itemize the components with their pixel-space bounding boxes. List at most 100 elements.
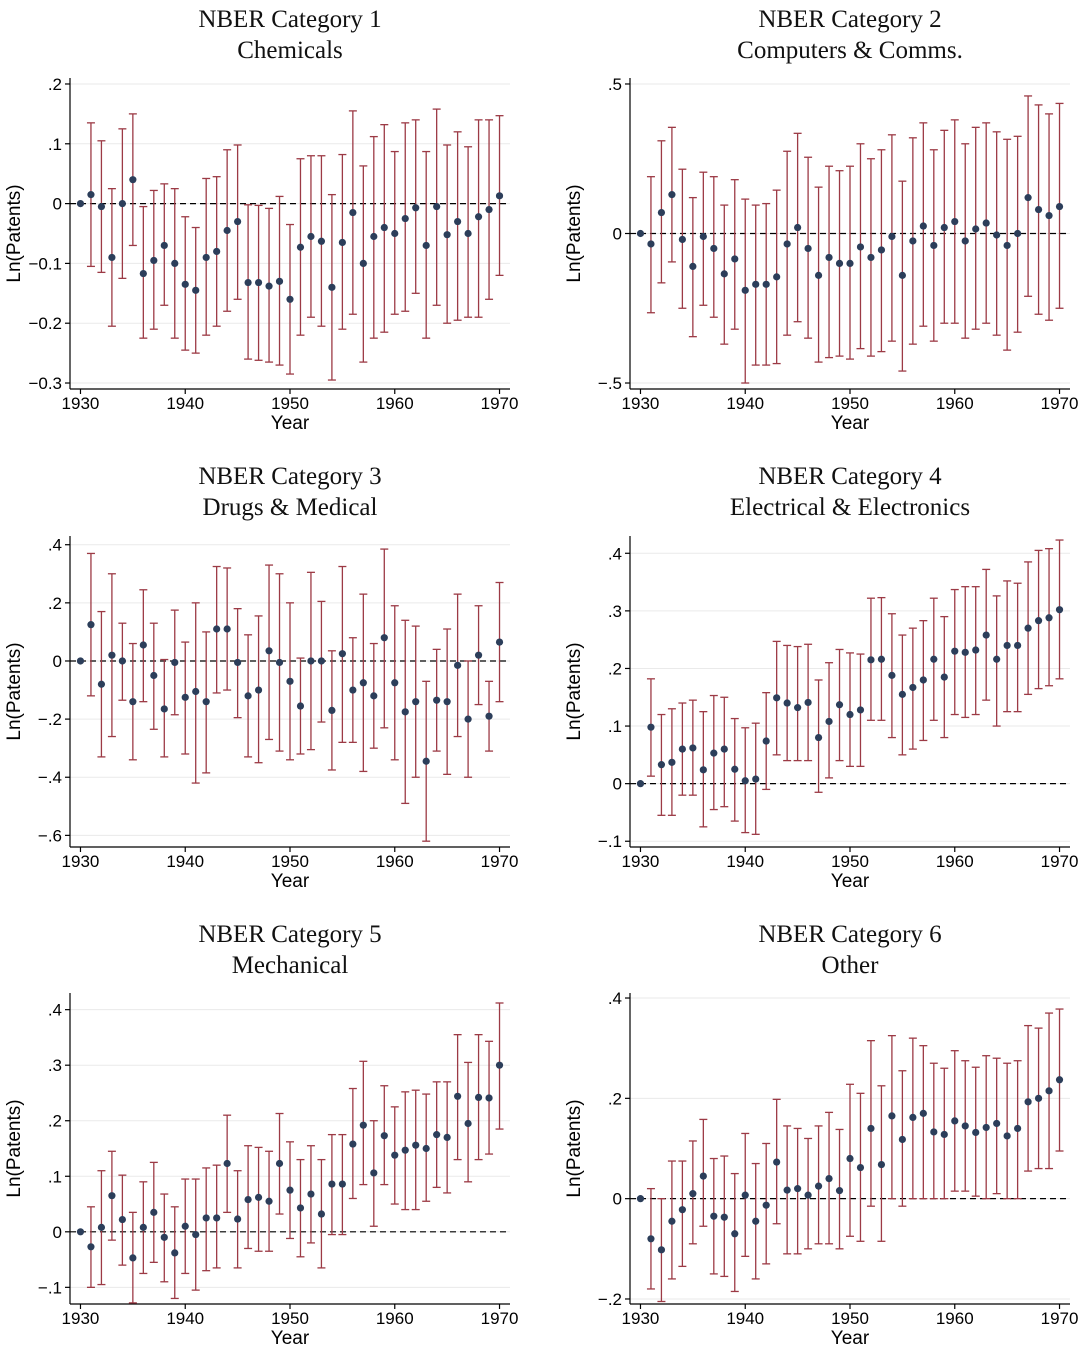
data-point bbox=[495, 192, 504, 200]
data-point bbox=[359, 1121, 367, 1129]
y-axis-title: Ln(Patents) bbox=[4, 184, 25, 282]
data-point bbox=[1045, 1087, 1053, 1095]
data-point bbox=[689, 1190, 697, 1198]
data-point bbox=[930, 655, 938, 663]
data-point bbox=[856, 1163, 865, 1172]
confidence-interval bbox=[1003, 1062, 1012, 1200]
data-point bbox=[412, 204, 420, 212]
data-point bbox=[454, 217, 462, 226]
data-point bbox=[202, 253, 210, 262]
data-point bbox=[846, 710, 854, 719]
data-point bbox=[370, 232, 378, 241]
chart-title: NBER Category 1 bbox=[198, 6, 381, 33]
confidence-interval bbox=[453, 131, 462, 321]
data-point bbox=[328, 1180, 336, 1188]
confidence-interval bbox=[730, 179, 739, 330]
y-tick-label: .3 bbox=[48, 1056, 62, 1075]
data-point bbox=[317, 657, 326, 665]
y-tick-label: −0.3 bbox=[28, 374, 62, 393]
data-point bbox=[108, 651, 116, 659]
y-tick-label: .5 bbox=[608, 75, 622, 94]
data-point bbox=[160, 241, 168, 250]
confidence-interval bbox=[678, 1160, 687, 1268]
data-point bbox=[234, 658, 242, 667]
data-point bbox=[433, 1131, 441, 1139]
confidence-interval bbox=[919, 1045, 928, 1200]
data-point bbox=[972, 225, 980, 233]
data-point bbox=[720, 745, 728, 753]
data-point bbox=[433, 202, 441, 211]
x-tick-label: 1950 bbox=[831, 394, 869, 413]
data-point bbox=[359, 259, 367, 268]
data-point bbox=[794, 704, 802, 712]
data-point bbox=[1045, 614, 1053, 622]
x-tick-label: 1970 bbox=[481, 394, 519, 413]
data-point bbox=[454, 1092, 462, 1100]
data-point bbox=[202, 698, 210, 706]
data-point bbox=[181, 280, 189, 288]
data-point bbox=[636, 1195, 645, 1203]
data-point bbox=[731, 255, 739, 263]
data-point bbox=[867, 1124, 875, 1133]
chart-title: NBER Category 5 bbox=[198, 921, 381, 948]
data-point bbox=[835, 701, 844, 709]
data-point bbox=[1034, 1094, 1043, 1102]
data-point bbox=[76, 1228, 85, 1236]
data-point bbox=[825, 1174, 833, 1183]
y-tick-label: 0 bbox=[613, 775, 622, 794]
data-point bbox=[1034, 617, 1043, 625]
x-axis-title: Year bbox=[831, 871, 870, 892]
x-tick-label: 1950 bbox=[831, 1309, 869, 1328]
chart-title: NBER Category 4 bbox=[758, 463, 942, 490]
y-tick-label: 0 bbox=[613, 1190, 622, 1209]
data-point bbox=[223, 226, 231, 235]
data-point bbox=[139, 1223, 147, 1231]
y-tick-label: .2 bbox=[608, 1089, 622, 1108]
data-point bbox=[689, 744, 697, 752]
data-point bbox=[422, 757, 430, 765]
data-point bbox=[192, 286, 200, 294]
data-point bbox=[1024, 194, 1032, 202]
data-point bbox=[856, 706, 865, 714]
data-point bbox=[794, 223, 802, 232]
data-point bbox=[307, 657, 315, 665]
data-point bbox=[888, 1112, 896, 1120]
data-point bbox=[485, 712, 493, 720]
data-point bbox=[474, 1093, 483, 1102]
data-point bbox=[783, 240, 791, 248]
data-point bbox=[108, 1192, 116, 1200]
data-point bbox=[762, 280, 770, 288]
data-point bbox=[888, 671, 896, 679]
data-point bbox=[464, 715, 472, 723]
x-tick-label: 1930 bbox=[622, 1309, 660, 1328]
data-point bbox=[380, 1132, 388, 1140]
data-point bbox=[254, 686, 263, 694]
data-point bbox=[160, 1233, 168, 1241]
chart-subtitle: Other bbox=[822, 952, 880, 979]
data-point bbox=[647, 240, 655, 248]
chart-panel-4: NBER Category 4 Electrical & Electronics −… bbox=[564, 463, 1078, 892]
data-point bbox=[1055, 1076, 1064, 1084]
data-point bbox=[234, 217, 242, 226]
data-point bbox=[867, 656, 875, 664]
x-axis-title: Year bbox=[271, 413, 310, 434]
data-point bbox=[846, 1154, 854, 1163]
x-tick-label: 1940 bbox=[726, 1309, 764, 1328]
y-tick-label: .2 bbox=[608, 659, 622, 678]
data-point bbox=[192, 1230, 200, 1239]
data-point bbox=[192, 687, 200, 696]
data-point bbox=[118, 199, 126, 208]
confidence-interval bbox=[411, 1089, 420, 1211]
data-point bbox=[919, 676, 927, 684]
data-point bbox=[741, 286, 749, 294]
data-point bbox=[401, 708, 409, 716]
x-axis-title: Year bbox=[831, 1328, 870, 1349]
data-point bbox=[752, 1217, 760, 1225]
data-point bbox=[87, 621, 95, 629]
data-point bbox=[814, 733, 823, 742]
data-point bbox=[380, 223, 388, 232]
y-tick-label: −.2 bbox=[598, 1290, 622, 1309]
confidence-interval bbox=[866, 1040, 875, 1207]
data-point bbox=[118, 657, 126, 665]
x-tick-label: 1930 bbox=[62, 852, 100, 871]
